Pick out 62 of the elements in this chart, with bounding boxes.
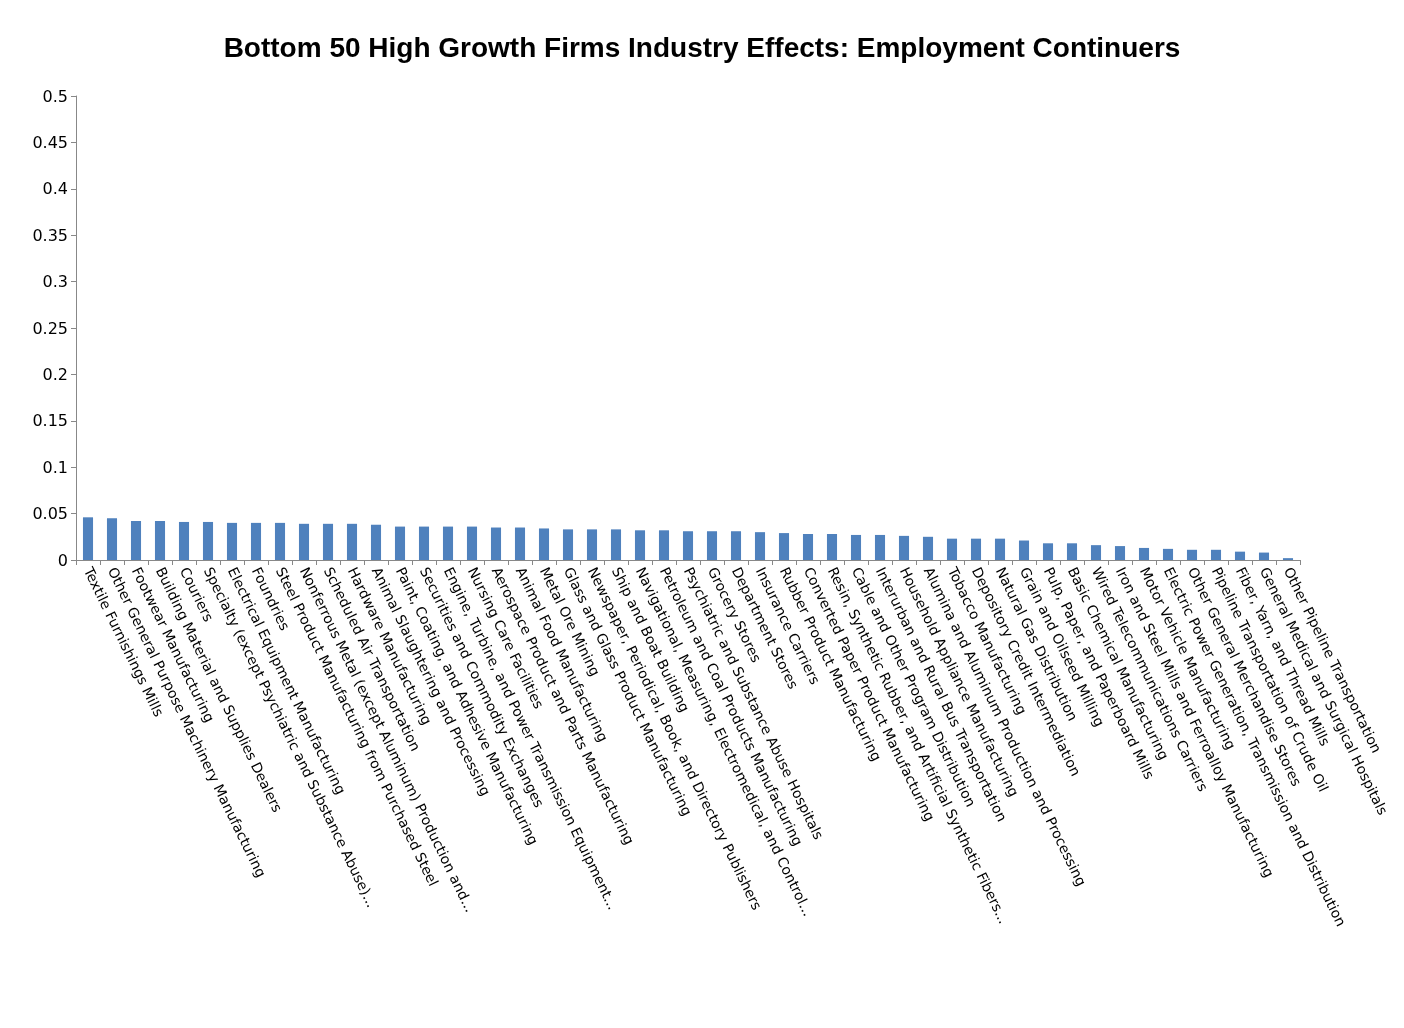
bar <box>1066 543 1078 560</box>
bar <box>850 534 862 560</box>
bar <box>1138 547 1150 560</box>
y-tick-label: 0 <box>57 550 68 570</box>
y-tick-label: 0.25 <box>32 318 68 338</box>
bar <box>82 517 94 560</box>
bar <box>610 529 622 560</box>
y-tick-label: 0.45 <box>32 132 68 152</box>
bar <box>778 533 790 560</box>
bar <box>754 532 766 560</box>
bar <box>154 521 166 560</box>
bar <box>1258 552 1270 560</box>
bar <box>730 531 742 560</box>
bar <box>226 522 238 560</box>
bar <box>1210 549 1222 560</box>
bar <box>1162 548 1174 560</box>
bar <box>538 528 550 560</box>
bar <box>1090 545 1102 560</box>
bar <box>802 534 814 560</box>
bar <box>202 521 214 560</box>
bar <box>1186 549 1198 560</box>
bar <box>826 534 838 560</box>
bar <box>274 522 286 560</box>
bar <box>1042 543 1054 560</box>
y-tick-label: 0.15 <box>32 411 68 431</box>
bar <box>394 526 406 560</box>
bar <box>322 523 334 560</box>
bar <box>370 524 382 560</box>
bar <box>898 535 910 560</box>
y-tick-label: 0.05 <box>32 504 68 524</box>
bar <box>418 526 430 560</box>
bar <box>970 538 982 560</box>
bar <box>1114 546 1126 560</box>
y-tick-label: 0.1 <box>42 457 68 477</box>
bar <box>298 523 310 560</box>
y-tick-label: 0.35 <box>32 225 68 245</box>
bar <box>1018 540 1030 560</box>
bar <box>178 521 190 560</box>
bar <box>250 522 262 560</box>
bar <box>106 518 118 560</box>
bar <box>706 531 718 560</box>
y-tick-label: 0.2 <box>42 364 68 384</box>
bar <box>466 526 478 560</box>
bar <box>442 526 454 560</box>
bar <box>514 527 526 560</box>
y-tick-label: 0.4 <box>42 179 68 199</box>
y-tick-label: 0.5 <box>42 86 68 106</box>
bar <box>874 534 886 560</box>
y-tick-label: 0.3 <box>42 272 68 292</box>
bar <box>946 538 958 560</box>
bar <box>346 523 358 560</box>
bar <box>130 521 142 560</box>
bar <box>562 529 574 560</box>
bar <box>1234 551 1246 560</box>
chart-title: Bottom 50 High Growth Firms Industry Effects: Employment Continuers <box>223 31 1181 63</box>
bar <box>682 531 694 560</box>
bar <box>658 530 670 560</box>
bar <box>586 529 598 560</box>
bar <box>994 538 1006 560</box>
bar <box>922 536 934 560</box>
bar <box>634 530 646 560</box>
bar <box>490 527 502 560</box>
